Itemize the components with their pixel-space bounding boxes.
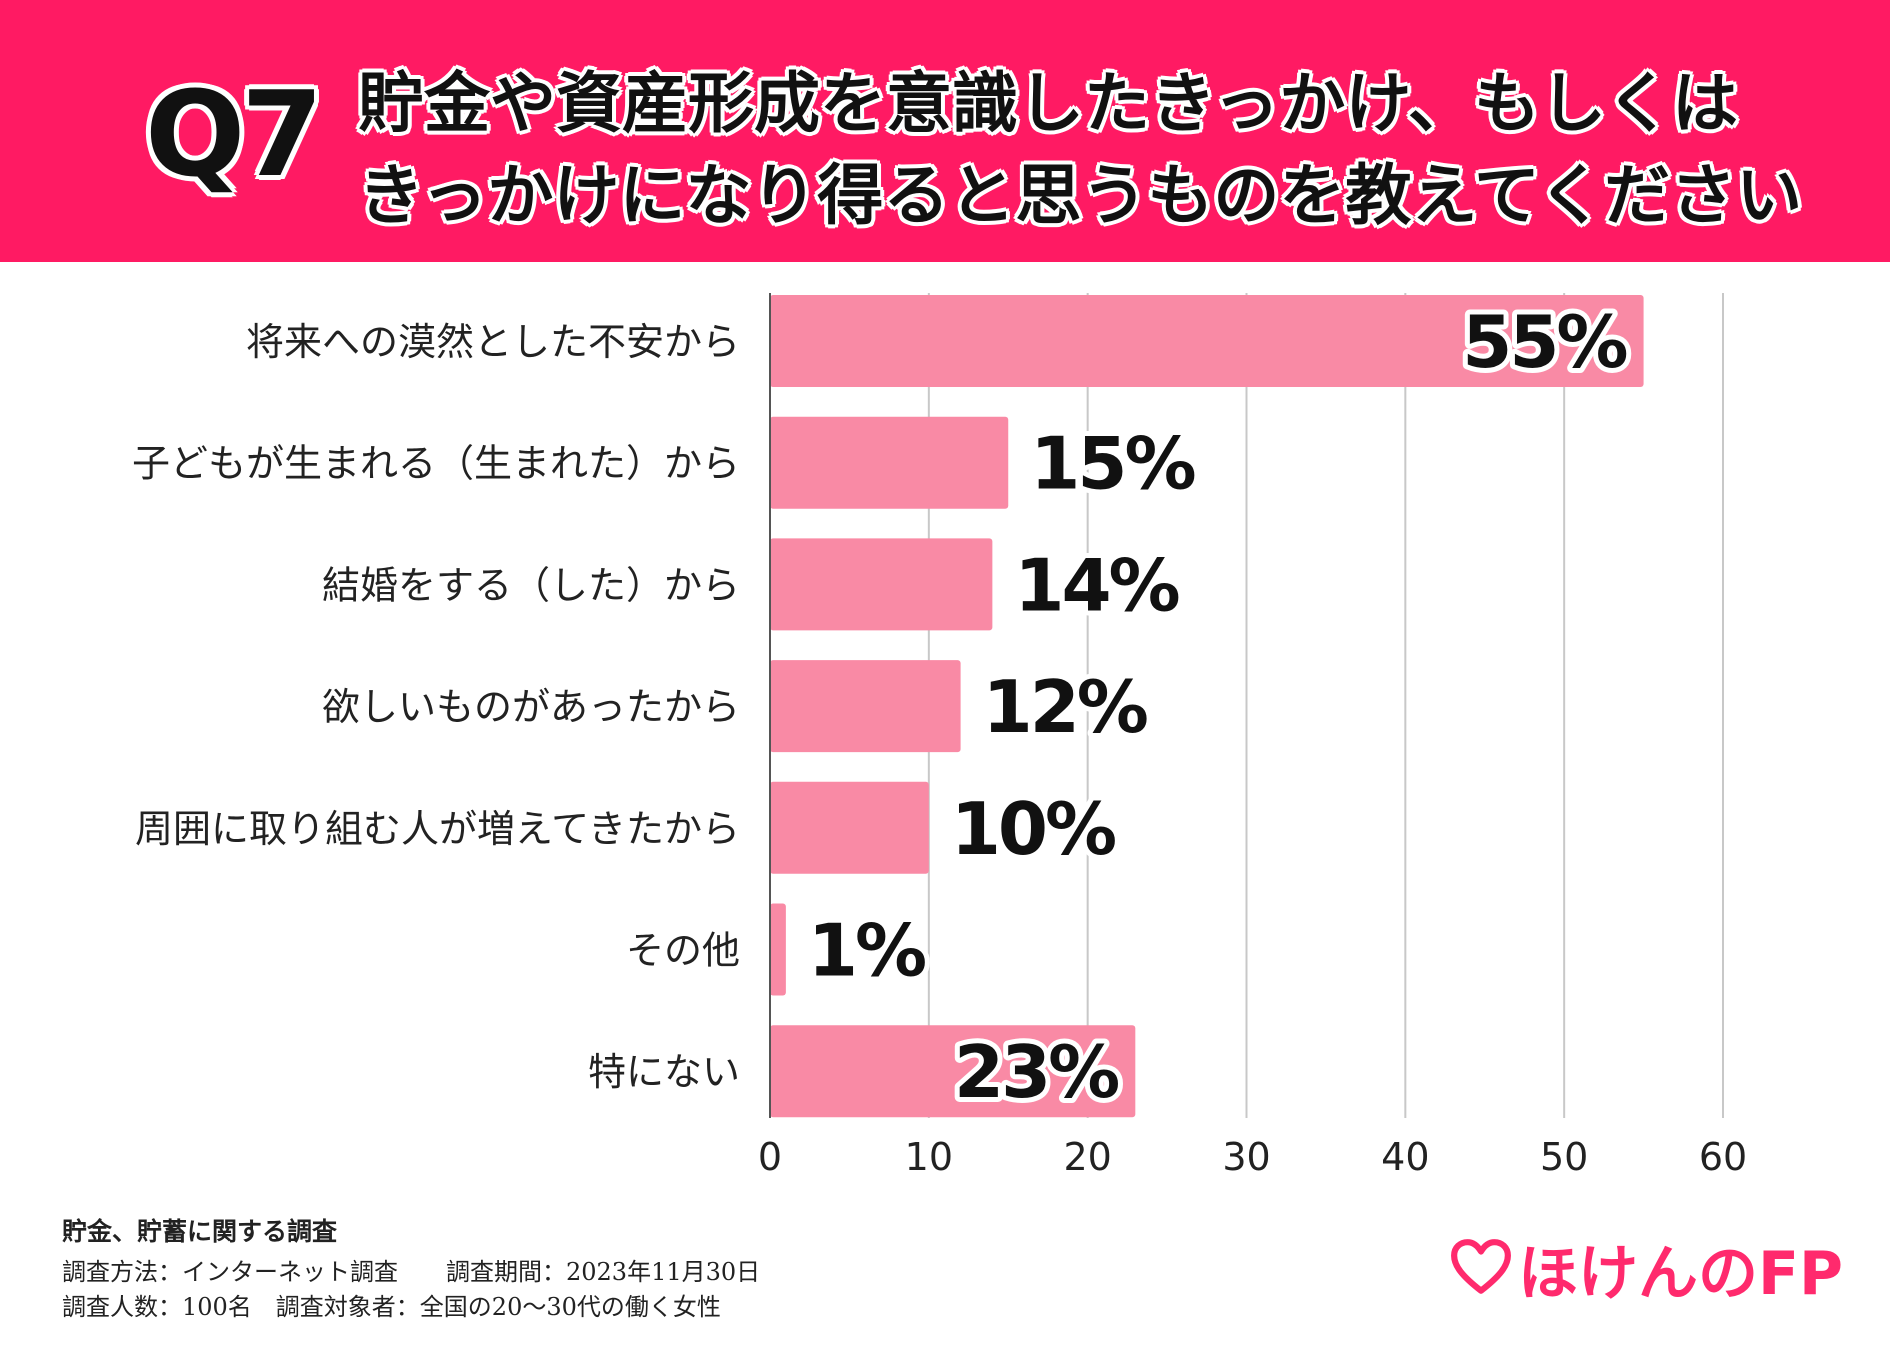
survey-target: 調査人数：100名 調査対象者：全国の20～30代の働く女性 bbox=[62, 1293, 721, 1321]
x-tick-label-5: 50 bbox=[1540, 1135, 1588, 1179]
survey-title: 貯金、貯蓄に関する調査 bbox=[62, 1217, 338, 1246]
x-tick-label-4: 40 bbox=[1381, 1135, 1429, 1179]
brand-logo: ほけんのFP bbox=[1450, 1228, 1843, 1309]
bar-4 bbox=[770, 781, 929, 874]
category-label-4: 周囲に取り組む人が増えてきたから bbox=[135, 807, 740, 851]
category-label-5: その他 bbox=[626, 929, 740, 973]
heart-outline-icon bbox=[1451, 1239, 1511, 1294]
category-label-6: 特にない bbox=[588, 1050, 740, 1094]
category-label-3: 欲しいものがあったから bbox=[322, 685, 740, 729]
bar-0 bbox=[770, 295, 1644, 387]
survey-method: 調査方法：インターネット調査 調査期間：2023年11月30日 bbox=[62, 1258, 761, 1286]
value-label-1: 15% bbox=[1030, 422, 1194, 506]
bar-chart: 将来への漠然とした不安から 55% 子どもが生まれる（生まれた）から 15% 結婚をする… bbox=[132, 293, 1747, 1179]
x-tick-label-6: 60 bbox=[1699, 1135, 1747, 1179]
header-banner: Q7 貯金や資産形成を意識したきっかけ、もしくは きっかけになり得ると思うものを… bbox=[0, 0, 1890, 262]
category-label-0: 将来への漠然とした不安から bbox=[246, 320, 740, 364]
bar-6 bbox=[770, 1025, 1136, 1118]
x-tick-label-1: 10 bbox=[905, 1135, 953, 1179]
logo-text: ほけんのFP bbox=[1518, 1238, 1843, 1309]
bar-3 bbox=[770, 660, 961, 753]
question-text-line-2: きっかけになり得ると思うものを教えてください bbox=[358, 157, 1803, 234]
value-label-3: 12% bbox=[983, 665, 1147, 749]
value-label-2: 14% bbox=[1014, 543, 1178, 627]
value-label-0: 55% bbox=[1462, 300, 1626, 384]
x-tick-label-0: 0 bbox=[758, 1135, 782, 1179]
bar-5 bbox=[770, 903, 786, 996]
value-label-6: 23% bbox=[954, 1030, 1118, 1114]
bar-1 bbox=[770, 416, 1009, 509]
value-label-4: 10% bbox=[951, 787, 1115, 871]
question-number: Q7 bbox=[145, 65, 323, 203]
question-text-line-1: 貯金や資産形成を意識したきっかけ、もしくは bbox=[358, 65, 1739, 142]
x-tick-label-3: 30 bbox=[1222, 1135, 1270, 1179]
x-tick-label-2: 20 bbox=[1063, 1135, 1111, 1179]
bar-2 bbox=[770, 538, 993, 631]
category-label-2: 結婚をする（した）から bbox=[322, 563, 740, 607]
value-label-5: 1% bbox=[808, 909, 925, 993]
category-label-1: 子どもが生まれる（生まれた）から bbox=[132, 442, 740, 486]
